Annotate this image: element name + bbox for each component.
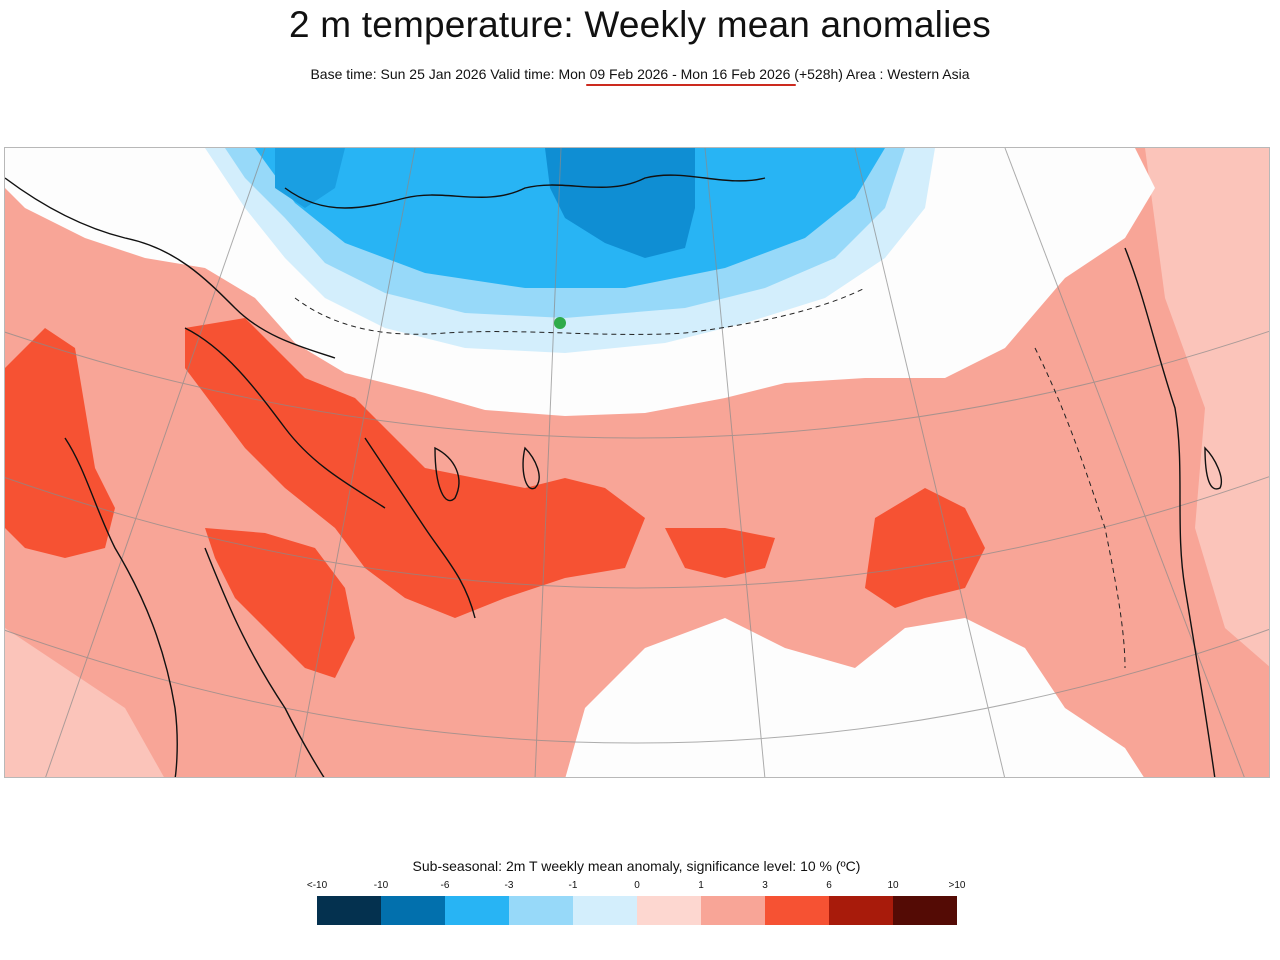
valid-time-underline <box>586 84 796 86</box>
legend-title: Sub-seasonal: 2m T weekly mean anomaly, … <box>412 858 861 874</box>
slight-warm-region-south <box>5 628 164 777</box>
neutral-region-southeast <box>565 618 1144 777</box>
map-canvas <box>5 148 1269 777</box>
legend-color-bar <box>317 896 957 925</box>
legend-tick-label: >10 <box>948 880 966 891</box>
strong-warm-region-central <box>665 528 775 578</box>
legend-tick-label: 0 <box>634 880 640 891</box>
coastlines <box>5 174 1222 777</box>
legend-swatch <box>509 896 573 925</box>
legend-tick-label: -10 <box>373 880 389 891</box>
strong-warm-region-arabia <box>205 528 355 678</box>
significance-contours <box>294 287 1126 669</box>
legend-swatch <box>893 896 957 925</box>
legend-tick-label: -1 <box>568 880 578 891</box>
strong-warm-region-caucasus <box>185 318 645 618</box>
legend-swatch <box>445 896 509 925</box>
legend-tick-label: 1 <box>698 880 704 891</box>
strong-warm-region-mongolia <box>865 488 985 608</box>
chart-subtitle: Base time: Sun 25 Jan 2026 Valid time: M… <box>310 66 970 82</box>
legend-swatch <box>573 896 637 925</box>
graticule <box>5 148 1269 777</box>
legend-swatch <box>701 896 765 925</box>
chart-title: 2 m temperature: Weekly mean anomalies <box>288 4 991 45</box>
legend-tick-label: 3 <box>762 880 768 891</box>
legend-swatch <box>765 896 829 925</box>
legend-tick-label: <-10 <box>306 880 328 891</box>
legend-swatch <box>317 896 381 925</box>
location-marker <box>554 317 566 329</box>
legend-swatch <box>637 896 701 925</box>
strong-warm-region-west <box>5 328 115 558</box>
legend-ticks: <-10 -10 -6 -3 -1 0 1 3 6 10 >10 <box>307 880 966 894</box>
legend-tick-label: -3 <box>504 880 514 891</box>
anomaly-map <box>4 147 1270 778</box>
slight-warm-region-east <box>1145 148 1269 667</box>
legend-swatch <box>381 896 445 925</box>
legend-swatch <box>829 896 893 925</box>
legend-tick-label: -6 <box>440 880 450 891</box>
legend-tick-label: 10 <box>887 880 899 891</box>
legend-tick-label: 6 <box>826 880 832 891</box>
